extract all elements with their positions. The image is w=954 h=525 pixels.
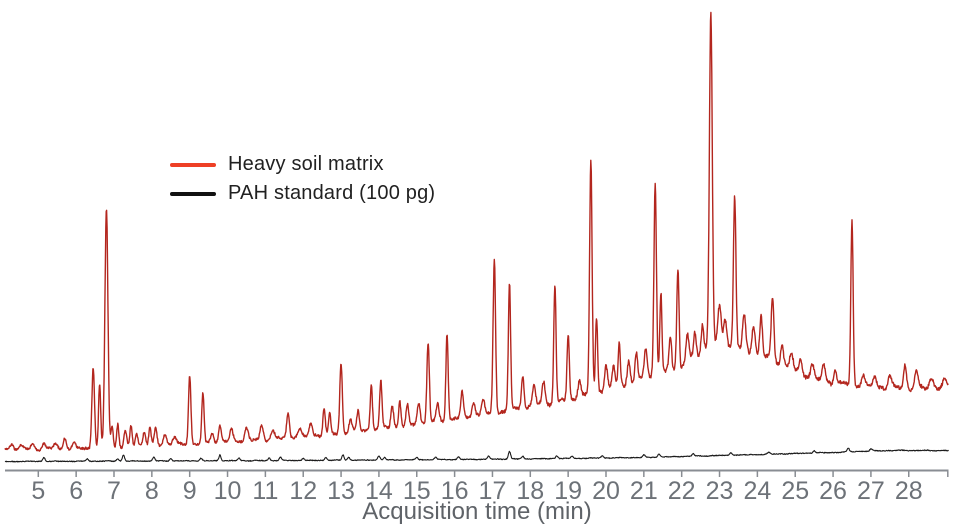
legend: Heavy soil matrix PAH standard (100 pg) xyxy=(170,150,435,208)
trace-heavy-soil-matrix xyxy=(4,11,949,452)
x-tick-label: 28 xyxy=(895,477,923,505)
x-tick-label: 20 xyxy=(592,477,620,505)
x-axis-tick-labels: 5 6 7 8 9 10 11 12 13 14 15 16 17 18 19 20 21 22 23 24 25 26 2… xyxy=(31,477,922,505)
x-tick-label: 22 xyxy=(668,477,696,505)
x-tick-label: 24 xyxy=(743,477,771,505)
x-tick-label: 8 xyxy=(145,477,159,505)
x-tick-label: 25 xyxy=(781,477,809,505)
trace-pah-standard-100-pg xyxy=(4,447,949,463)
legend-line-swatch-red xyxy=(170,162,216,167)
x-tick-label: 27 xyxy=(857,477,885,505)
x-axis xyxy=(5,469,949,477)
x-tick-label: 21 xyxy=(630,477,658,505)
x-tick-label: 13 xyxy=(327,477,355,505)
x-tick-label: 14 xyxy=(365,477,393,505)
legend-item-pah-standard: PAH standard (100 pg) xyxy=(170,179,435,208)
x-tick-label: 5 xyxy=(31,477,45,505)
traces xyxy=(4,11,949,463)
x-tick-label: 19 xyxy=(554,477,582,505)
x-tick-label: 9 xyxy=(183,477,197,505)
x-tick-label: 16 xyxy=(441,477,469,505)
x-tick-label: 6 xyxy=(69,477,83,505)
x-tick-label: 17 xyxy=(479,477,507,505)
x-axis-title: Acquisition time (min) xyxy=(362,498,591,525)
legend-label: PAH standard (100 pg) xyxy=(228,182,436,204)
x-tick-label: 18 xyxy=(516,477,544,505)
legend-line-swatch-black xyxy=(170,191,216,196)
x-tick-label: 26 xyxy=(819,477,847,505)
x-tick-label: 12 xyxy=(289,477,317,505)
legend-item-heavy-soil-matrix: Heavy soil matrix xyxy=(170,150,435,179)
x-tick-label: 15 xyxy=(403,477,431,505)
x-tick-label: 10 xyxy=(214,477,242,505)
x-tick-label: 7 xyxy=(107,477,121,505)
legend-label: Heavy soil matrix xyxy=(228,153,384,175)
x-tick-label: 11 xyxy=(252,477,278,505)
x-tick-label: 23 xyxy=(706,477,734,505)
